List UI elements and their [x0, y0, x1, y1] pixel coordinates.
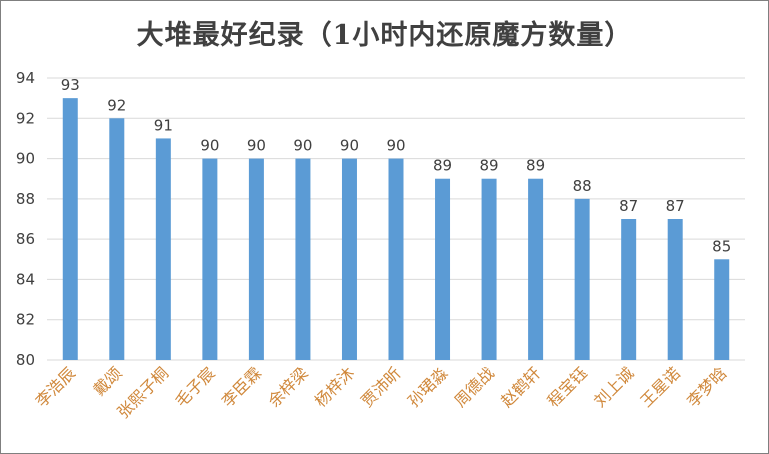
data-label: 92: [107, 96, 126, 114]
data-label: 90: [340, 137, 359, 155]
bar: [621, 219, 637, 360]
category-label: 戴颂: [90, 363, 126, 399]
category-label: 余梓梁: [264, 363, 311, 410]
category-label: 杨梓沐: [311, 363, 358, 410]
data-label: 88: [573, 177, 592, 195]
data-label: 90: [247, 137, 266, 155]
data-label: 85: [712, 237, 731, 255]
category-label: 贾沛昕: [357, 363, 404, 410]
bar: [202, 158, 218, 360]
y-tick-label: 88: [16, 190, 35, 208]
data-label: 90: [293, 137, 312, 155]
bar: [388, 158, 404, 360]
bar: [574, 198, 590, 360]
y-tick-label: 84: [16, 270, 35, 288]
data-label: 93: [61, 76, 80, 94]
category-label: 周德战: [451, 363, 498, 410]
data-label: 90: [200, 137, 219, 155]
bars: [62, 98, 730, 361]
category-labels: 李浩辰 戴颂张熙子桐 毛子宸 李臣霖 余梓梁 杨梓沐 贾沛昕 孙珺淼 周德战 赵鹤轩 程宝钰 刘上诚王…: [32, 363, 731, 422]
chart-title: 大堆最好纪录（1小时内还原魔方数量）: [136, 20, 633, 51]
category-label: 刘上诚: [590, 363, 637, 410]
data-label: 89: [480, 157, 499, 175]
bar: [528, 178, 544, 360]
bar: [109, 118, 125, 361]
bar: [295, 158, 311, 360]
data-labels: 93 92 91 90 90 90 90 90 89 89 89 88 87 87 85: [61, 76, 732, 255]
bar: [667, 219, 683, 360]
bar: [714, 259, 730, 360]
bar: [155, 138, 171, 360]
bar: [481, 178, 497, 360]
data-label: 89: [526, 157, 545, 175]
y-tick-label: 94: [16, 69, 35, 87]
data-label: 87: [666, 197, 685, 215]
category-label: 李浩辰: [32, 363, 79, 410]
y-tick-label: 80: [16, 351, 35, 369]
data-label: 87: [619, 197, 638, 215]
y-tick-label: 90: [16, 150, 35, 168]
y-tick-label: 86: [16, 230, 35, 248]
category-label: 李臣霖: [218, 363, 265, 410]
category-label: 毛子宸: [171, 363, 218, 410]
category-label: 李梦晗: [683, 363, 730, 410]
data-label: 90: [386, 137, 405, 155]
y-tick-label: 92: [16, 109, 35, 127]
category-label: 孙珺淼: [404, 363, 451, 410]
category-label: 赵鹤轩: [497, 363, 544, 410]
y-tick-label: 82: [16, 311, 35, 329]
bar: [62, 98, 78, 361]
bar: [341, 158, 357, 360]
bar: [248, 158, 264, 360]
bar: [435, 178, 451, 360]
data-label: 91: [154, 116, 173, 134]
category-label: 程宝钰: [544, 363, 591, 410]
category-label: 王星诺: [637, 363, 684, 410]
y-axis: 80 82 84 86 88 90 92 94: [16, 69, 35, 369]
category-label: 张熙子桐: [113, 363, 172, 422]
data-label: 89: [433, 157, 452, 175]
